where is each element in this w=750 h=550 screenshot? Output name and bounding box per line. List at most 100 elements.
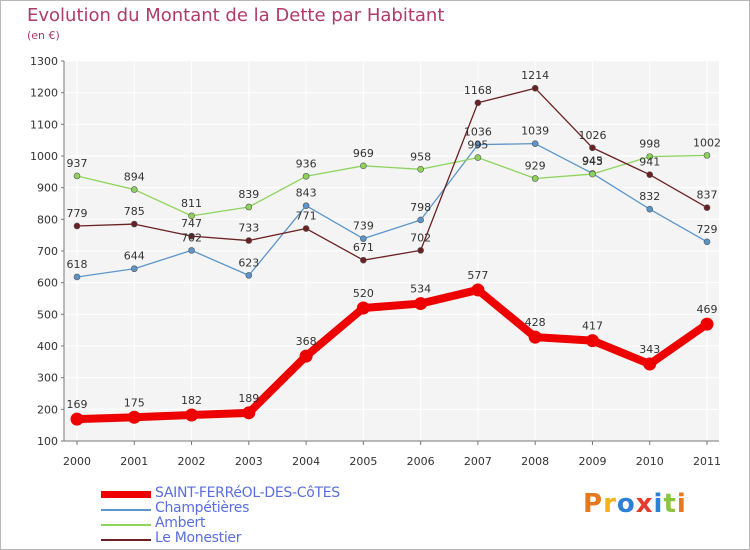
data-point [242, 406, 256, 420]
data-label: 169 [67, 398, 88, 411]
data-labels: 618 644 702 623 843 739 798 1036 1039 945 832 729 93… [67, 69, 722, 411]
data-label: 894 [124, 171, 145, 184]
data-label: 343 [639, 343, 660, 356]
data-label: 417 [582, 320, 603, 333]
y-tick-label: 200 [37, 403, 58, 416]
logo-letter: r [603, 489, 617, 519]
data-point [185, 408, 199, 422]
x-tick-label: 2003 [235, 455, 263, 468]
y-tick-label: 1300 [30, 55, 58, 68]
data-label: 577 [467, 269, 488, 282]
series-line [76, 87, 708, 261]
data-label: 839 [238, 188, 259, 201]
data-label: 958 [410, 150, 431, 163]
y-tick-label: 400 [37, 340, 58, 353]
data-label: 1036 [464, 126, 492, 139]
y-tick-label: 1100 [30, 118, 58, 131]
logo-letter: i [676, 489, 687, 519]
data-point [474, 99, 482, 107]
data-label: 929 [525, 159, 546, 172]
data-point [188, 232, 195, 240]
legend-swatch [101, 524, 151, 526]
data-point [531, 175, 539, 182]
x-tick-label: 2009 [578, 455, 606, 468]
data-point [130, 265, 138, 273]
data-point [417, 247, 424, 254]
logo-letter: o [616, 489, 636, 519]
data-point [73, 172, 81, 180]
logo-letter: x [635, 489, 654, 519]
data-point [302, 225, 310, 232]
data-label: 747 [181, 217, 202, 230]
data-point [73, 273, 81, 281]
data-label: 771 [296, 210, 317, 223]
data-point [474, 141, 482, 148]
legend-swatch [101, 539, 151, 541]
data-label: 733 [238, 222, 259, 235]
data-label: 995 [467, 139, 488, 152]
x-tick-label: 2008 [521, 455, 549, 468]
series-line [76, 154, 708, 217]
data-point [360, 235, 367, 242]
data-label: 534 [410, 283, 431, 296]
data-label: 1026 [578, 129, 606, 142]
data-label: 469 [697, 303, 718, 316]
legend-label: Champétières [155, 500, 250, 516]
x-tick-label: 2000 [63, 455, 91, 468]
y-tick-label: 500 [37, 308, 58, 321]
x-tick-label: 2010 [636, 455, 664, 468]
x-tick-label: 2004 [292, 455, 320, 468]
x-tick-label: 2006 [407, 455, 435, 468]
data-label: 837 [697, 189, 718, 202]
y-tick-label: 300 [37, 372, 58, 385]
data-point [414, 297, 428, 311]
y-tick-label: 600 [37, 277, 58, 290]
legend-label: SAINT-FERRéOL-DES-CôTES [155, 485, 340, 501]
data-point [703, 238, 711, 246]
data-label: 943 [582, 155, 603, 168]
logo-letter: t [663, 489, 677, 519]
data-label: 937 [67, 157, 88, 170]
data-point [700, 317, 714, 331]
data-label: 702 [410, 231, 431, 244]
y-tick-label: 1000 [30, 150, 58, 163]
data-label: 779 [67, 207, 88, 220]
chart-subtitle: (en €) [27, 29, 60, 42]
data-label: 936 [296, 157, 317, 170]
data-point [127, 410, 141, 424]
y-tick-label: 800 [37, 213, 58, 226]
legend-swatch [101, 491, 151, 498]
data-point [589, 144, 596, 152]
data-label: 644 [124, 250, 145, 263]
series-line [73, 285, 711, 424]
data-point [531, 140, 539, 147]
data-point [356, 301, 370, 315]
data-point [703, 204, 711, 211]
series-lines [70, 84, 714, 426]
data-label: 189 [238, 392, 259, 405]
data-label: 520 [353, 287, 374, 300]
data-point [646, 205, 654, 213]
data-label: 1214 [521, 69, 549, 82]
data-point [589, 170, 596, 178]
data-point [417, 166, 424, 173]
data-label: 1168 [464, 84, 492, 97]
legend-label: Le Monestier [155, 530, 242, 546]
proxiti-logo: Proxiti [583, 489, 687, 519]
data-label: 941 [639, 156, 660, 169]
data-label: 671 [353, 241, 374, 254]
series-line [76, 142, 708, 278]
data-point [646, 171, 654, 178]
data-point [130, 220, 138, 228]
data-point [245, 203, 253, 211]
data-point [531, 84, 539, 92]
data-label: 785 [124, 205, 145, 218]
data-label: 182 [181, 394, 202, 407]
data-label: 832 [639, 190, 660, 203]
data-label: 175 [124, 396, 145, 409]
x-tick-label: 2002 [178, 455, 206, 468]
data-point [643, 357, 657, 371]
data-point [188, 247, 195, 254]
